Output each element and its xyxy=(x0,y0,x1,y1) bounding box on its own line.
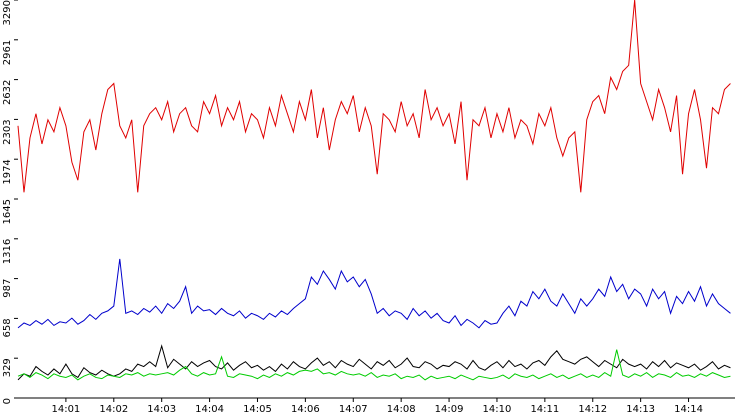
x-tick-label: 14:04 xyxy=(195,404,224,415)
x-tick-label: 14:06 xyxy=(291,404,320,415)
series-line xyxy=(17,0,731,193)
x-tick-label: 14:12 xyxy=(578,404,607,415)
x-tick-label: 14:11 xyxy=(530,404,559,415)
x-tick-label: 14:09 xyxy=(435,404,464,415)
x-tick-label: 14:02 xyxy=(99,404,128,415)
y-tick-label: 329 xyxy=(2,358,13,377)
x-tick-label: 14:07 xyxy=(339,404,368,415)
y-tick-label: 2303 xyxy=(2,119,13,144)
y-tick-label: 658 xyxy=(2,318,13,337)
series-line xyxy=(17,344,731,381)
y-tick-label: 1974 xyxy=(2,159,13,184)
series-line xyxy=(17,349,731,381)
y-tick-label: 3290 xyxy=(2,0,13,25)
y-tick-label: 0 xyxy=(2,398,13,404)
x-tick-label: 14:13 xyxy=(626,404,655,415)
y-tick-label: 1645 xyxy=(2,199,13,224)
x-tick-label: 14:08 xyxy=(387,404,416,415)
y-tick-label: 987 xyxy=(2,279,13,298)
y-tick-label: 2632 xyxy=(2,80,13,105)
y-tick-label: 1316 xyxy=(2,239,13,264)
x-tick-label: 14:05 xyxy=(243,404,272,415)
y-tick-label: 2961 xyxy=(2,40,13,65)
x-tick-label: 14:10 xyxy=(483,404,512,415)
x-tick-label: 14:03 xyxy=(147,404,176,415)
series-line xyxy=(17,258,731,329)
x-tick-label: 14:14 xyxy=(674,404,703,415)
x-tick-label: 14:01 xyxy=(51,404,80,415)
